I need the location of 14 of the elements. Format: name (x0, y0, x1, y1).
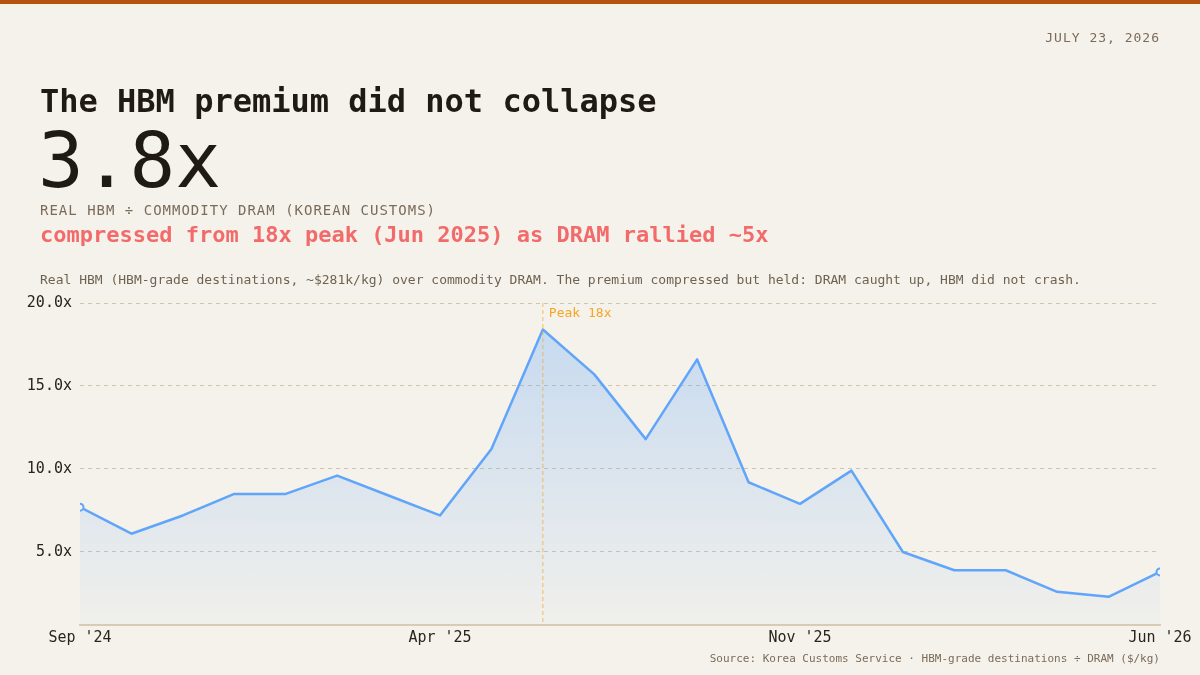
x-tick-label: Jun '26 (1128, 627, 1192, 646)
text: compressed from 18x peak (Jun 2025) as DRAM rallied ~5x (40, 222, 769, 247)
source-note: Source: Korea Customs Service · HBM-grade destinations ÷ DRAM ($/kg) (709, 652, 1160, 665)
y-tick-label: 15.0x (26, 375, 72, 394)
chart-subtitle: REAL HBM ÷ COMMODITY DRAM (KOREAN CUSTOMS) (40, 202, 437, 218)
y-tick-label: 20.0x (26, 292, 72, 311)
y-tick-label: 10.0x (26, 458, 72, 477)
y-tick-label: 5.0x (35, 541, 72, 560)
text: Real HBM (HBM-grade destinations, ~$281k/kg) over commodity DRAM. The premium compressed but held: DRAM caught up, HBM did not crash. (40, 272, 1081, 287)
ref-line-label: Peak 18x (548, 304, 612, 320)
x-tick-label: Sep '24 (48, 627, 112, 646)
x-tick-label: Nov '25 (768, 627, 832, 646)
x-tick-label: Apr '25 (408, 627, 472, 646)
text: JULY 23, 2026 (1045, 30, 1160, 45)
